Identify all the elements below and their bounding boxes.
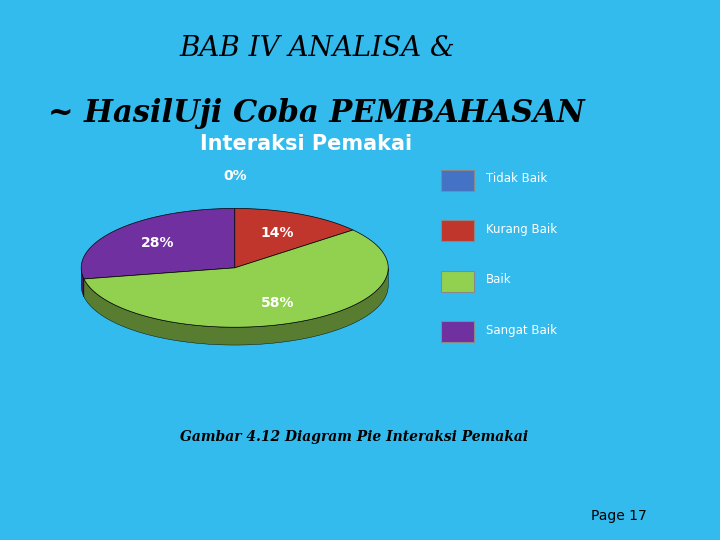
FancyBboxPatch shape	[441, 170, 474, 191]
Text: Sangat Baik: Sangat Baik	[485, 323, 557, 337]
FancyBboxPatch shape	[441, 220, 474, 241]
PathPatch shape	[235, 208, 353, 268]
Text: 28%: 28%	[141, 236, 174, 250]
Text: 58%: 58%	[261, 296, 294, 310]
Polygon shape	[81, 268, 84, 297]
Text: Baik: Baik	[485, 273, 511, 286]
FancyBboxPatch shape	[441, 321, 474, 342]
Polygon shape	[84, 268, 388, 345]
Text: Interaksi Pemakai: Interaksi Pemakai	[199, 134, 412, 154]
Text: Kurang Baik: Kurang Baik	[485, 222, 557, 236]
PathPatch shape	[84, 230, 388, 327]
Text: Page 17: Page 17	[591, 509, 647, 523]
Text: BAB IV ANALISA &: BAB IV ANALISA &	[179, 35, 454, 62]
FancyBboxPatch shape	[441, 271, 474, 292]
Text: 0%: 0%	[223, 169, 246, 183]
PathPatch shape	[81, 208, 235, 279]
Text: ~ HasilUji Coba PEMBAHASAN: ~ HasilUji Coba PEMBAHASAN	[48, 98, 585, 129]
PathPatch shape	[84, 268, 235, 297]
Text: Tidak Baik: Tidak Baik	[485, 172, 547, 185]
PathPatch shape	[84, 268, 235, 297]
Text: Gambar 4.12 Diagram Pie Interaksi Pemakai: Gambar 4.12 Diagram Pie Interaksi Pemaka…	[180, 430, 528, 444]
Text: 14%: 14%	[261, 226, 294, 240]
